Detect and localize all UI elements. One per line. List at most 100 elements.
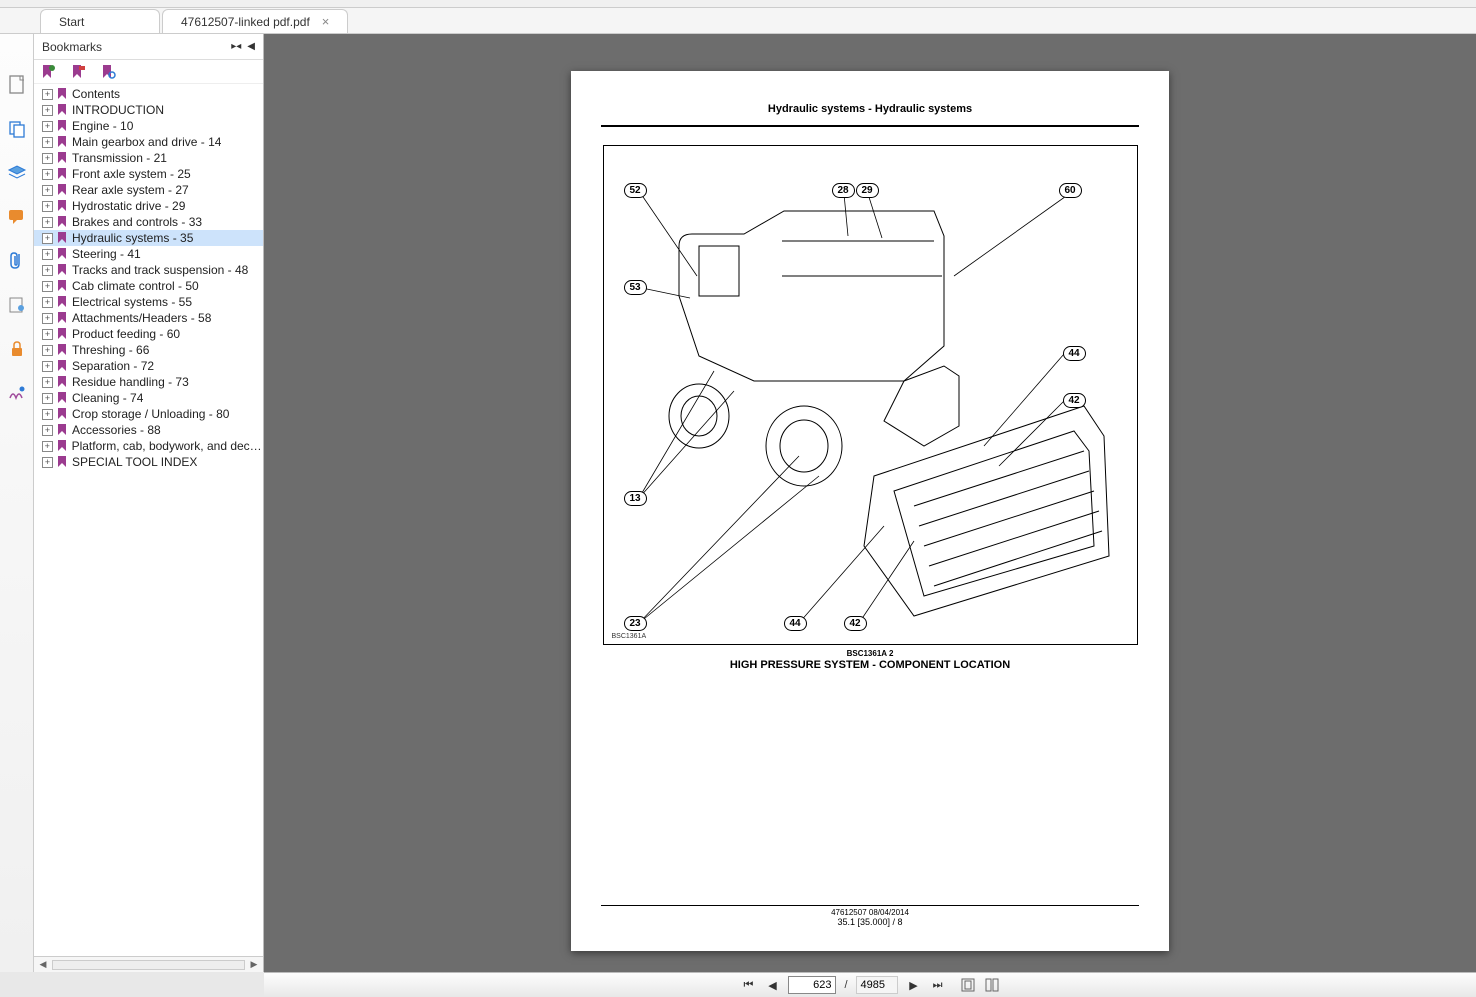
bookmark-item[interactable]: + Brakes and controls - 33 [34, 214, 263, 230]
bookmark-label: Separation - 72 [72, 359, 154, 373]
expand-icon[interactable]: + [42, 345, 53, 356]
callout-label: 44 [784, 616, 807, 631]
prev-page-button[interactable]: ◀ [764, 977, 780, 993]
bookmark-item[interactable]: +Attachments/Headers - 58 [34, 310, 263, 326]
bookmark-icon [57, 216, 67, 228]
clipboard-button[interactable] [6, 118, 28, 140]
security-button[interactable] [6, 338, 28, 360]
bookmark-item[interactable]: + INTRODUCTION [34, 102, 263, 118]
bookmark-item[interactable]: +Tracks and track suspension - 48 [34, 262, 263, 278]
last-page-button[interactable]: ⏭ [930, 977, 946, 993]
figure-id: BSC1361A [612, 633, 647, 640]
expand-icon[interactable]: + [42, 137, 53, 148]
expand-icon[interactable]: + [42, 393, 53, 404]
bookmark-item[interactable]: + Separation - 72 [34, 358, 263, 374]
document-viewer[interactable]: Hydraulic systems - Hydraulic systems [264, 34, 1476, 972]
expand-icon[interactable]: + [42, 281, 53, 292]
expand-icon[interactable]: + [42, 377, 53, 388]
bookmark-item[interactable]: + Hydraulic systems - 35 [34, 230, 263, 246]
expand-icon[interactable]: + [42, 313, 53, 324]
comments-button[interactable] [6, 206, 28, 228]
layers-button[interactable] [6, 162, 28, 184]
next-page-button[interactable]: ▶ [906, 977, 922, 993]
bookmark-item[interactable]: + Electrical systems - 55 [34, 294, 263, 310]
bookmark-item[interactable]: +SPECIAL TOOL INDEX [34, 454, 263, 470]
callout-label: 60 [1059, 183, 1082, 198]
bookmark-item[interactable]: +Steering - 41 [34, 246, 263, 262]
bookmark-tool-3[interactable] [100, 64, 116, 80]
expand-icon[interactable]: + [42, 105, 53, 116]
bookmark-item[interactable]: +Crop storage / Unloading - 80 [34, 406, 263, 422]
expand-icon[interactable]: + [42, 361, 53, 372]
bookmark-item[interactable]: +Contents [34, 86, 263, 102]
bookmark-item[interactable]: +Platform, cab, bodywork, and decals - [34, 438, 263, 454]
scroll-left-icon[interactable]: ◀ [37, 959, 49, 971]
pages-panel-button[interactable] [6, 74, 28, 96]
close-icon[interactable]: × [322, 14, 330, 29]
expand-icon[interactable]: + [42, 265, 53, 276]
bookmark-item[interactable]: +Accessories - 88 [34, 422, 263, 438]
bookmark-label: INTRODUCTION [72, 103, 164, 117]
diagram-frame: BSC1361A 5228296053444213234442 [603, 145, 1138, 645]
fit-width-button[interactable] [984, 977, 1000, 993]
bookmark-label: Engine - 10 [72, 119, 133, 133]
expand-icon[interactable]: + [42, 89, 53, 100]
bookmark-item[interactable]: + Transmission - 21 [34, 150, 263, 166]
expand-icon[interactable]: + [42, 169, 53, 180]
bookmark-tool-2[interactable] [70, 64, 86, 80]
bookmark-icon [57, 184, 67, 196]
scroll-right-icon[interactable]: ▶ [248, 959, 260, 971]
bookmark-item[interactable]: +Threshing - 66 [34, 342, 263, 358]
tab-document[interactable]: 47612507-linked pdf.pdf × [162, 9, 348, 33]
expand-icon[interactable]: + [42, 329, 53, 340]
expand-icon[interactable]: + [42, 409, 53, 420]
bookmark-icon [57, 152, 67, 164]
expand-icon[interactable]: + [42, 121, 53, 132]
expand-icon[interactable]: + [42, 297, 53, 308]
sidebar-toolbar [34, 60, 263, 84]
fit-page-button[interactable] [960, 977, 976, 993]
bookmark-icon [57, 88, 67, 100]
bookmark-icon [57, 136, 67, 148]
page-number-input[interactable] [788, 976, 836, 994]
tab-start[interactable]: Start [40, 9, 160, 33]
bookmark-icon [57, 440, 67, 452]
scroll-track[interactable] [52, 960, 245, 970]
expand-icon[interactable]: + [42, 425, 53, 436]
bookmark-icon [57, 344, 67, 356]
bookmark-item[interactable]: + Cab climate control - 50 [34, 278, 263, 294]
bookmark-item[interactable]: +Hydrostatic drive - 29 [34, 198, 263, 214]
first-page-button[interactable]: ⏮ [740, 977, 756, 993]
expand-icon[interactable]: + [42, 233, 53, 244]
bookmark-item[interactable]: +Front axle system - 25 [34, 166, 263, 182]
expand-icon[interactable]: + [42, 217, 53, 228]
bookmark-item[interactable]: +Residue handling - 73 [34, 374, 263, 390]
bookmark-item[interactable]: +Main gearbox and drive - 14 [34, 134, 263, 150]
expand-icon[interactable]: + [42, 153, 53, 164]
expand-icon[interactable]: + [42, 457, 53, 468]
signatures-button[interactable] [6, 294, 28, 316]
bookmark-label: Transmission - 21 [72, 151, 167, 165]
attachments-button[interactable] [6, 250, 28, 272]
bookmark-label: Electrical systems - 55 [72, 295, 192, 309]
bookmark-item[interactable]: +Rear axle system - 27 [34, 182, 263, 198]
bookmark-item[interactable]: +Cleaning - 74 [34, 390, 263, 406]
bookmark-icon [57, 168, 67, 180]
bookmark-label: Cab climate control - 50 [72, 279, 199, 293]
expand-icon[interactable]: + [42, 185, 53, 196]
collapse-icon[interactable]: ▸◂ [231, 41, 241, 52]
expand-icon[interactable]: + [42, 249, 53, 260]
bookmark-tool-1[interactable] [40, 64, 56, 80]
sign-button[interactable] [6, 382, 28, 404]
expand-icon[interactable]: + [42, 201, 53, 212]
sidebar-horizontal-scrollbar[interactable]: ◀ ▶ [34, 956, 263, 972]
chevron-left-icon[interactable]: ◀ [247, 41, 255, 52]
footer-line-1: 47612507 08/04/2014 [601, 908, 1139, 917]
bookmark-item[interactable]: +Product feeding - 60 [34, 326, 263, 342]
bookmark-item[interactable]: + Engine - 10 [34, 118, 263, 134]
bookmark-label: Hydraulic systems - 35 [72, 231, 193, 245]
bookmark-label: Brakes and controls - 33 [72, 215, 202, 229]
expand-icon[interactable]: + [42, 441, 53, 452]
page-separator: / [844, 979, 847, 991]
caption-reference: BSC1361A 2 [601, 649, 1139, 658]
